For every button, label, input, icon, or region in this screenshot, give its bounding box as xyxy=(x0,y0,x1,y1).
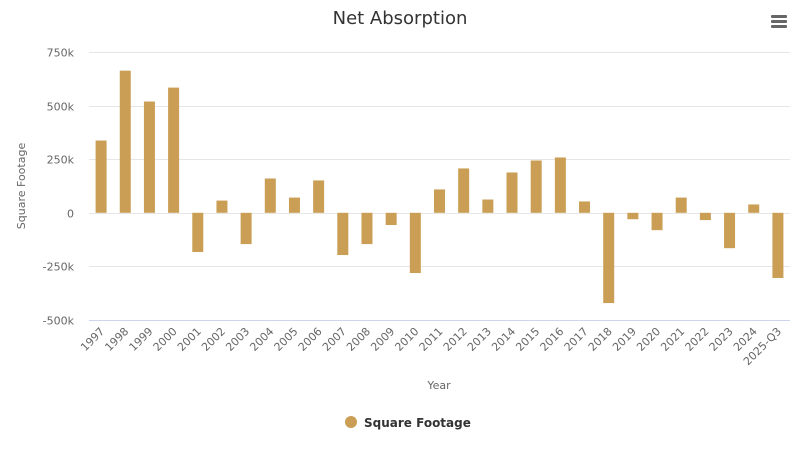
bar-2013[interactable] xyxy=(482,199,494,213)
x-tick-label: 2009 xyxy=(368,325,397,354)
bar-2017[interactable] xyxy=(579,201,591,213)
x-tick-label: 2018 xyxy=(586,325,615,354)
bar-2004[interactable] xyxy=(264,178,276,213)
bar-2009[interactable] xyxy=(385,212,397,226)
bar-2006[interactable] xyxy=(313,180,325,213)
legend-label: Square Footage xyxy=(364,416,471,430)
y-tick-label: 250k xyxy=(47,154,75,167)
x-tick-label: 2021 xyxy=(658,325,687,354)
chart-menu-button[interactable] xyxy=(768,10,792,32)
bar-2008[interactable] xyxy=(361,212,373,245)
y-tick-label: 0 xyxy=(67,208,74,221)
x-tick-label: 2013 xyxy=(465,325,494,354)
x-tick-label: 2016 xyxy=(537,325,566,354)
x-tick-label: 2000 xyxy=(151,325,180,354)
bar-2016[interactable] xyxy=(554,157,566,213)
x-tick-label: 2019 xyxy=(610,325,639,354)
bar-2020[interactable] xyxy=(651,212,663,231)
x-tick-label: 2004 xyxy=(247,325,276,354)
x-tick-label: 2023 xyxy=(707,325,736,354)
x-tick-label: 2002 xyxy=(199,325,228,354)
bar-2005[interactable] xyxy=(288,197,300,213)
bar-2018[interactable] xyxy=(603,212,615,304)
x-axis-ticks: 1997199819992000200120022003200420052006… xyxy=(78,325,784,368)
x-tick-label: 2014 xyxy=(489,325,518,354)
chart-title: Net Absorption xyxy=(333,8,468,29)
hamburger-menu-icon xyxy=(771,15,787,28)
x-tick-label: 2012 xyxy=(441,325,470,354)
bar-2010[interactable] xyxy=(409,212,421,274)
bar-2015[interactable] xyxy=(530,160,542,213)
y-axis-title: Square Footage xyxy=(15,143,28,230)
bar-2019[interactable] xyxy=(627,212,639,220)
bar-2012[interactable] xyxy=(458,168,470,213)
bar-2002[interactable] xyxy=(216,200,228,213)
y-tick-label: -250k xyxy=(43,261,75,274)
bars xyxy=(95,70,784,304)
bar-2000[interactable] xyxy=(168,87,180,213)
x-tick-label: 2003 xyxy=(223,325,252,354)
x-tick-label: 2005 xyxy=(272,325,301,354)
legend-item[interactable]: Square Footage xyxy=(345,416,471,430)
bar-2014[interactable] xyxy=(506,172,518,213)
bar-1997[interactable] xyxy=(95,140,107,213)
bar-2022[interactable] xyxy=(699,212,711,221)
x-tick-label: 2006 xyxy=(296,325,325,354)
bar-2001[interactable] xyxy=(192,212,204,253)
x-tick-label: 2007 xyxy=(320,325,349,354)
bar-2021[interactable] xyxy=(675,197,687,213)
x-tick-label: 1997 xyxy=(78,325,107,354)
x-tick-label: 2011 xyxy=(417,325,446,354)
x-tick-label: 2015 xyxy=(513,325,542,354)
x-tick-label: 2017 xyxy=(562,325,591,354)
y-tick-label: -500k xyxy=(43,315,75,328)
x-tick-label: 2010 xyxy=(392,325,421,354)
y-tick-label: 500k xyxy=(47,101,75,114)
bar-2025-Q3[interactable] xyxy=(772,212,784,278)
y-axis-ticks: -500k -250k 0 250k 500k 750k xyxy=(43,47,75,328)
bar-2003[interactable] xyxy=(240,212,252,245)
x-tick-label: 1998 xyxy=(102,325,131,354)
x-tick-label: 2022 xyxy=(683,325,712,354)
bar-1998[interactable] xyxy=(119,70,131,213)
bar-2024[interactable] xyxy=(748,204,760,213)
bar-2007[interactable] xyxy=(337,212,349,256)
x-tick-label: 2020 xyxy=(634,325,663,354)
x-tick-label: 1999 xyxy=(127,325,156,354)
bar-2011[interactable] xyxy=(434,189,445,213)
y-tick-label: 750k xyxy=(47,47,75,60)
x-tick-label: 2001 xyxy=(175,325,204,354)
x-axis-title: Year xyxy=(426,379,451,392)
legend-marker xyxy=(345,416,357,428)
bar-1999[interactable] xyxy=(143,101,155,213)
gridlines xyxy=(89,52,790,321)
x-tick-label: 2008 xyxy=(344,325,373,354)
bar-2023[interactable] xyxy=(724,212,736,249)
